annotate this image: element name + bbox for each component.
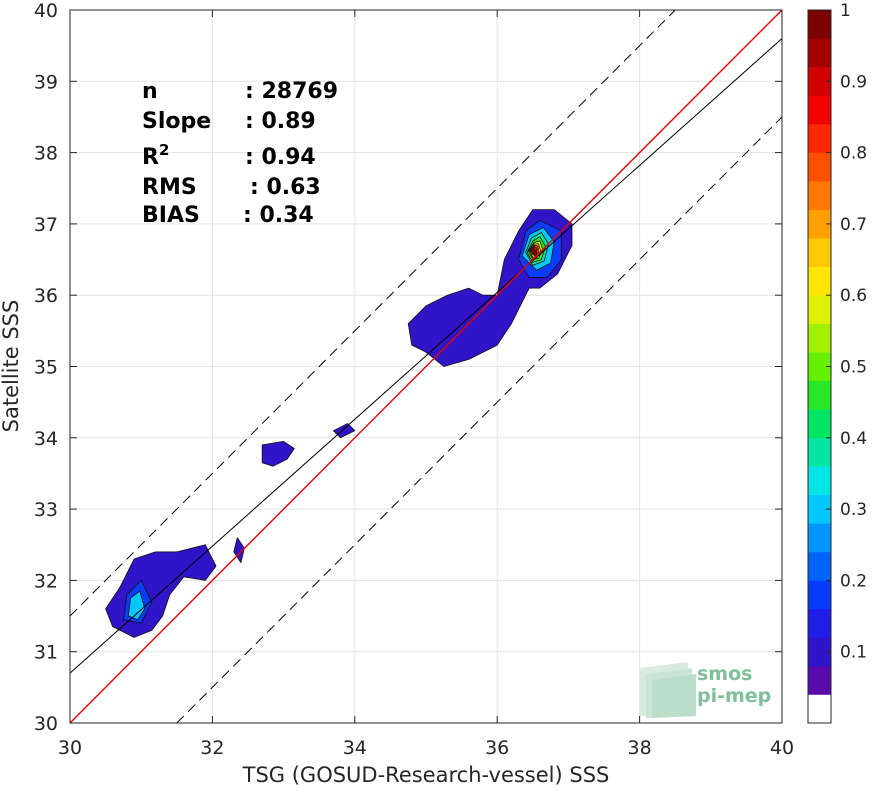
density-contours	[105, 209, 573, 638]
colorbar-segment	[808, 494, 831, 524]
density-contour	[105, 544, 217, 638]
stats-box: n : 28769 Slope : 0.89 R2 : 0.94 RMS : 0.63 BIAS…	[142, 79, 338, 228]
colorbar-segment	[808, 380, 831, 410]
x-tick-label: 30	[58, 737, 82, 759]
colorbar-tick-label: 0.8	[840, 144, 867, 164]
x-tick-label: 34	[343, 737, 367, 759]
density-contour	[128, 590, 146, 620]
y-tick-label: 37	[34, 214, 58, 236]
y-axis-label: Satellite SSS	[0, 300, 23, 433]
colorbar-segment	[808, 238, 831, 267]
stat-label: Slope	[142, 109, 211, 134]
lower-bound-line	[176, 116, 783, 724]
colorbar-segment	[808, 580, 831, 610]
x-axis-label: TSG (GOSUD-Research-vessel) SSS	[242, 763, 610, 787]
y-tick-label: 38	[34, 143, 58, 165]
y-tick-label: 34	[34, 428, 58, 450]
y-tick-label: 31	[34, 642, 58, 664]
colorbar-segment	[808, 409, 831, 439]
colorbar-segment	[808, 295, 831, 325]
colorbar-segment	[808, 95, 831, 125]
colorbar-segment	[808, 437, 831, 467]
stat-label: R2	[142, 141, 169, 170]
colorbar-segment	[808, 694, 831, 724]
stat-superscript: 2	[159, 141, 169, 159]
stat-value: : 0.34	[243, 203, 314, 228]
stat-label: RMS	[142, 175, 197, 200]
colorbar-segment	[808, 67, 831, 96]
colorbar-segment	[808, 209, 831, 239]
colorbar	[807, 9, 832, 724]
colorbar-segment	[808, 637, 831, 667]
stat-label: BIAS	[142, 203, 200, 228]
colorbar-tick-label: 0.3	[840, 500, 867, 520]
y-tick-label: 40	[34, 0, 58, 22]
colorbar-tick-label: 0.1	[840, 643, 867, 663]
x-tick-label: 40	[770, 737, 794, 759]
x-tick-label: 38	[628, 737, 652, 759]
y-tick-label: 33	[34, 499, 58, 521]
colorbar-tick-label: 1	[840, 1, 851, 21]
density-contour	[261, 441, 295, 467]
colorbar-tick-label: 0.9	[840, 72, 867, 92]
colorbar-segment	[808, 38, 831, 68]
colorbar-tick-label: 0.5	[840, 358, 867, 378]
colorbar-tick-label: 0.4	[840, 429, 867, 449]
y-tick-label: 39	[34, 71, 58, 93]
stat-value: : 0.94	[245, 145, 316, 170]
identity-line	[69, 9, 783, 724]
colorbar-segment	[808, 665, 831, 695]
upper-bound-line	[69, 9, 676, 617]
stat-value: : 0.89	[245, 109, 316, 134]
colorbar-segment	[808, 10, 831, 39]
y-tick-label: 30	[34, 713, 58, 735]
y-tick-label: 35	[34, 357, 58, 379]
logo-line1: smos	[697, 663, 752, 685]
y-tick-label: 36	[34, 285, 58, 307]
colorbar-tick-label: 0.7	[840, 215, 867, 235]
colorbar-tick-label: 0.2	[840, 571, 867, 591]
colorbar-segment	[808, 608, 831, 638]
wave-logo-icon	[640, 662, 696, 718]
colorbar-tick-label: 0.6	[840, 286, 867, 306]
colorbar-segment	[808, 124, 831, 153]
regression-line	[69, 38, 783, 674]
colorbar-segment	[808, 551, 831, 581]
colorbar-segment	[808, 266, 831, 296]
smos-pi-mep-logo: smos pi-mep	[640, 662, 771, 718]
density-contour	[233, 537, 245, 563]
reference-lines	[69, 9, 783, 724]
colorbar-segment	[808, 323, 831, 353]
x-tick-label: 36	[485, 737, 509, 759]
y-tick-label: 32	[34, 570, 58, 592]
stat-value: : 28769	[245, 79, 338, 104]
colorbar-segment	[808, 181, 831, 210]
logo-line2: pi-mep	[697, 685, 771, 707]
colorbar-segment	[808, 523, 831, 553]
x-axis-ticks: 30 32 34 36 38 40	[58, 10, 794, 759]
colorbar-segment	[808, 352, 831, 382]
x-tick-label: 32	[200, 737, 224, 759]
colorbar-segment	[808, 152, 831, 182]
density-contour	[531, 248, 536, 255]
y-axis-ticks: 30 31 32 33 34 35 36 37 38 39 40	[34, 0, 782, 735]
colorbar-ticks: 0.1 0.2 0.3 0.4 0.5 0.6 0.7 0.8 0.9 1	[826, 1, 867, 663]
stat-value: : 0.63	[250, 175, 321, 200]
stat-label: n	[142, 79, 158, 104]
colorbar-segment	[808, 466, 831, 496]
